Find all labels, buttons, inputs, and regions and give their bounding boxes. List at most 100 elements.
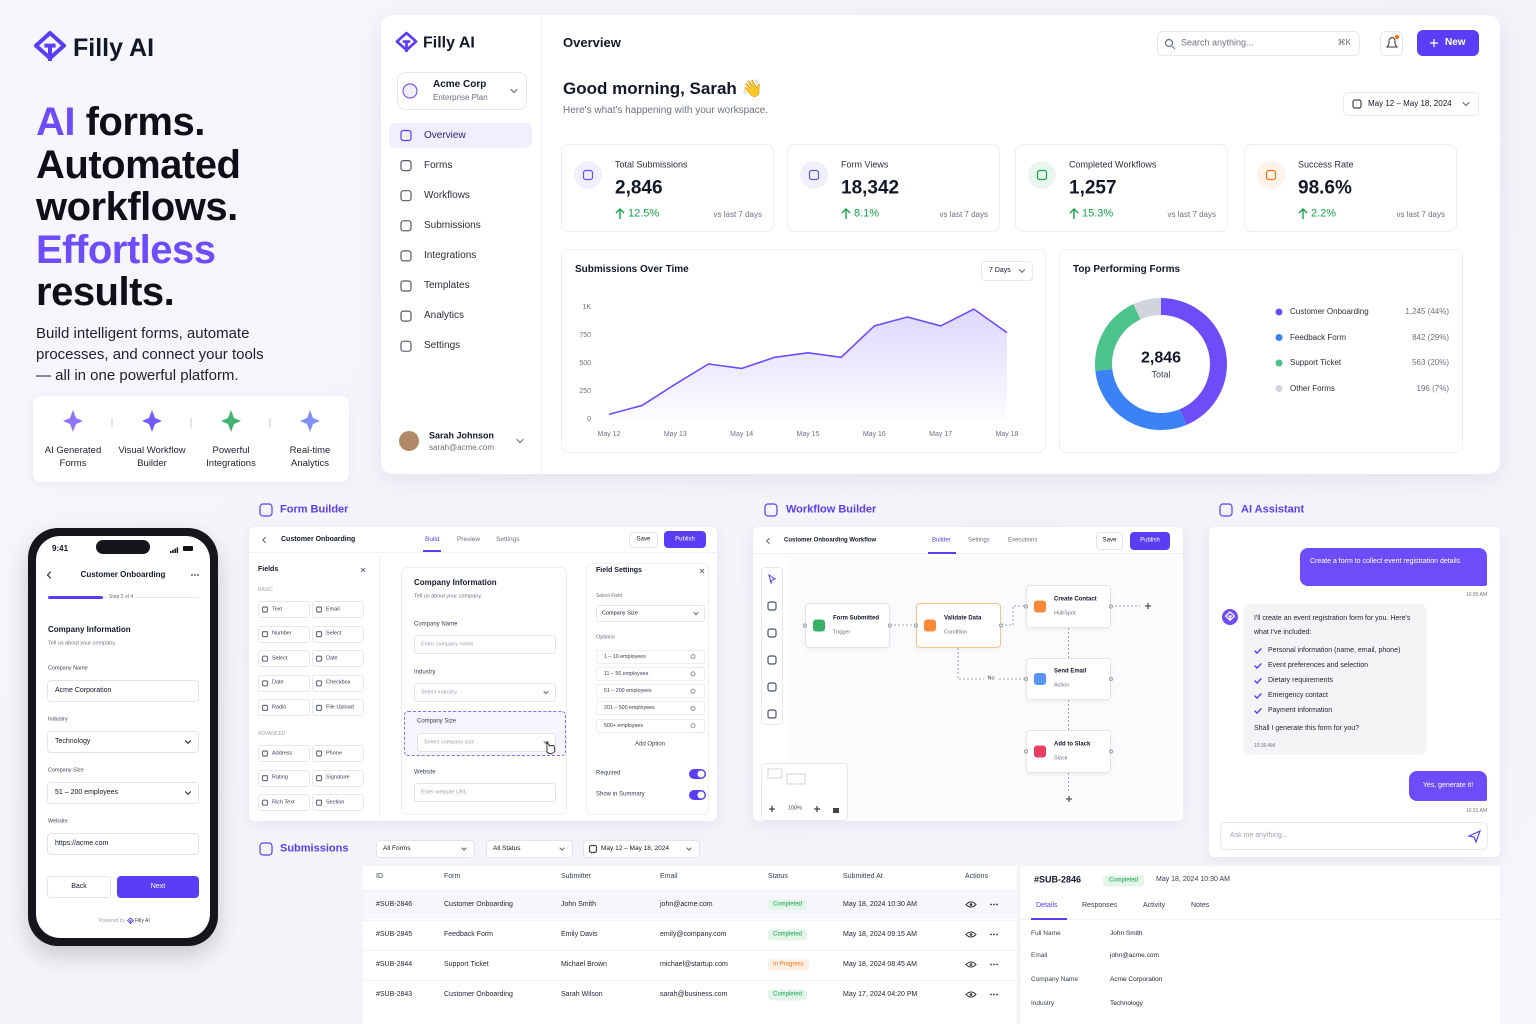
field-chip[interactable] — [258, 625, 310, 643]
filter[interactable] — [376, 840, 475, 858]
text[interactable]: All Status — [493, 845, 521, 853]
text[interactable]: Save — [1102, 537, 1117, 544]
text[interactable]: Signature — [326, 774, 350, 781]
nav-item[interactable]: Submissions — [424, 219, 481, 231]
save-button[interactable] — [1096, 532, 1123, 550]
text[interactable]: Rich Text — [272, 799, 295, 806]
field-chip[interactable] — [258, 769, 310, 787]
text: John Smith — [1110, 930, 1143, 938]
input[interactable] — [414, 635, 556, 654]
text[interactable]: All Forms — [383, 845, 411, 853]
text: Tell us about your company. — [48, 640, 117, 647]
input[interactable] — [47, 731, 199, 753]
workflow-node[interactable] — [1026, 585, 1111, 628]
tab[interactable]: Activity — [1143, 901, 1166, 909]
donut-card — [1059, 249, 1463, 453]
nav-item[interactable]: Analytics — [424, 310, 465, 322]
text[interactable]: Publish — [675, 535, 695, 542]
text[interactable]: Number — [272, 630, 292, 637]
text: ⌘K — [1337, 38, 1351, 48]
search[interactable] — [1157, 31, 1360, 56]
text[interactable]: Rating — [272, 774, 288, 781]
back-button[interactable] — [47, 876, 111, 898]
tab[interactable]: Builder — [932, 537, 951, 544]
field-chip[interactable] — [312, 794, 364, 812]
tab[interactable]: Settings — [968, 537, 990, 544]
workflow-node[interactable] — [805, 603, 890, 648]
text[interactable]: Save — [636, 536, 651, 543]
tab[interactable]: Settings — [496, 536, 520, 544]
field-chip[interactable] — [258, 699, 310, 717]
text[interactable]: Select — [272, 655, 288, 662]
chat-input[interactable] — [1220, 822, 1488, 850]
tab[interactable]: Notes — [1191, 901, 1210, 909]
field-chip[interactable] — [312, 650, 364, 668]
publish-button[interactable] — [664, 531, 706, 548]
tab[interactable]: Details — [1036, 901, 1058, 909]
publish-button[interactable] — [1130, 532, 1170, 550]
range-select[interactable] — [981, 261, 1033, 281]
text[interactable]: New — [1445, 37, 1466, 48]
field-chip[interactable] — [258, 794, 310, 812]
text[interactable]: Add Option — [634, 741, 666, 748]
field-chip[interactable] — [312, 745, 364, 762]
input[interactable] — [414, 783, 556, 802]
tab[interactable]: Executions — [1008, 537, 1038, 544]
tab[interactable]: Build — [425, 536, 440, 544]
field-chip[interactable] — [312, 601, 364, 618]
field-chip[interactable] — [258, 745, 310, 762]
input[interactable] — [47, 680, 199, 702]
text[interactable]: Phone — [326, 750, 342, 757]
save-button[interactable] — [629, 532, 658, 548]
text[interactable]: May 12 – May 18, 2024 — [601, 845, 669, 853]
nav-item[interactable]: Settings — [424, 340, 461, 352]
workflow-node[interactable] — [916, 603, 1001, 648]
field-chip[interactable] — [258, 601, 310, 618]
nav-item[interactable]: Forms — [424, 159, 453, 171]
field-chip[interactable] — [258, 674, 310, 692]
new-button[interactable] — [1417, 30, 1479, 56]
input[interactable] — [47, 782, 199, 804]
text[interactable]: Select — [326, 630, 342, 637]
text: Validate Data — [944, 614, 982, 621]
text[interactable]: Radio — [272, 704, 287, 711]
text[interactable]: File Upload — [326, 704, 354, 711]
text[interactable]: Date — [326, 655, 338, 662]
nav-item[interactable]: Workflows — [424, 189, 470, 201]
text[interactable]: Back — [71, 882, 87, 890]
field-chip[interactable] — [258, 650, 310, 668]
date-range[interactable] — [1343, 92, 1479, 116]
field-chip[interactable] — [312, 674, 364, 692]
text[interactable]: Checkbox — [326, 680, 351, 686]
nav-item[interactable]: Integrations — [424, 249, 477, 261]
toggle[interactable] — [689, 769, 706, 779]
text[interactable]: Date — [272, 680, 284, 686]
tab[interactable]: Preview — [457, 536, 481, 544]
select[interactable] — [596, 605, 705, 622]
text[interactable]: Ask me anything... — [1230, 831, 1288, 839]
filter[interactable] — [486, 840, 573, 858]
text[interactable]: Next — [150, 882, 166, 890]
notifications[interactable] — [1380, 31, 1403, 56]
text[interactable]: Email — [326, 606, 340, 613]
text[interactable]: Address — [272, 750, 293, 757]
nav-item[interactable]: Overview — [424, 129, 466, 141]
next-button[interactable] — [117, 876, 199, 898]
field-chip[interactable] — [312, 769, 364, 787]
text[interactable]: Text — [272, 606, 283, 613]
toggle[interactable] — [689, 790, 706, 800]
text: Sarah Johnson — [429, 430, 495, 441]
workflow-node[interactable] — [1026, 658, 1111, 700]
workflow-node[interactable] — [1026, 730, 1111, 773]
tab[interactable]: Responses — [1082, 901, 1118, 909]
field-chip[interactable] — [312, 699, 364, 717]
org-switcher[interactable] — [397, 72, 527, 110]
text[interactable]: Publish — [1140, 537, 1160, 544]
input[interactable] — [47, 833, 199, 855]
input[interactable] — [414, 683, 556, 702]
text[interactable]: Section — [326, 799, 345, 806]
input[interactable] — [417, 733, 556, 752]
field-chip[interactable] — [312, 625, 364, 643]
nav-item[interactable]: Templates — [424, 280, 470, 291]
filter[interactable] — [583, 840, 700, 858]
